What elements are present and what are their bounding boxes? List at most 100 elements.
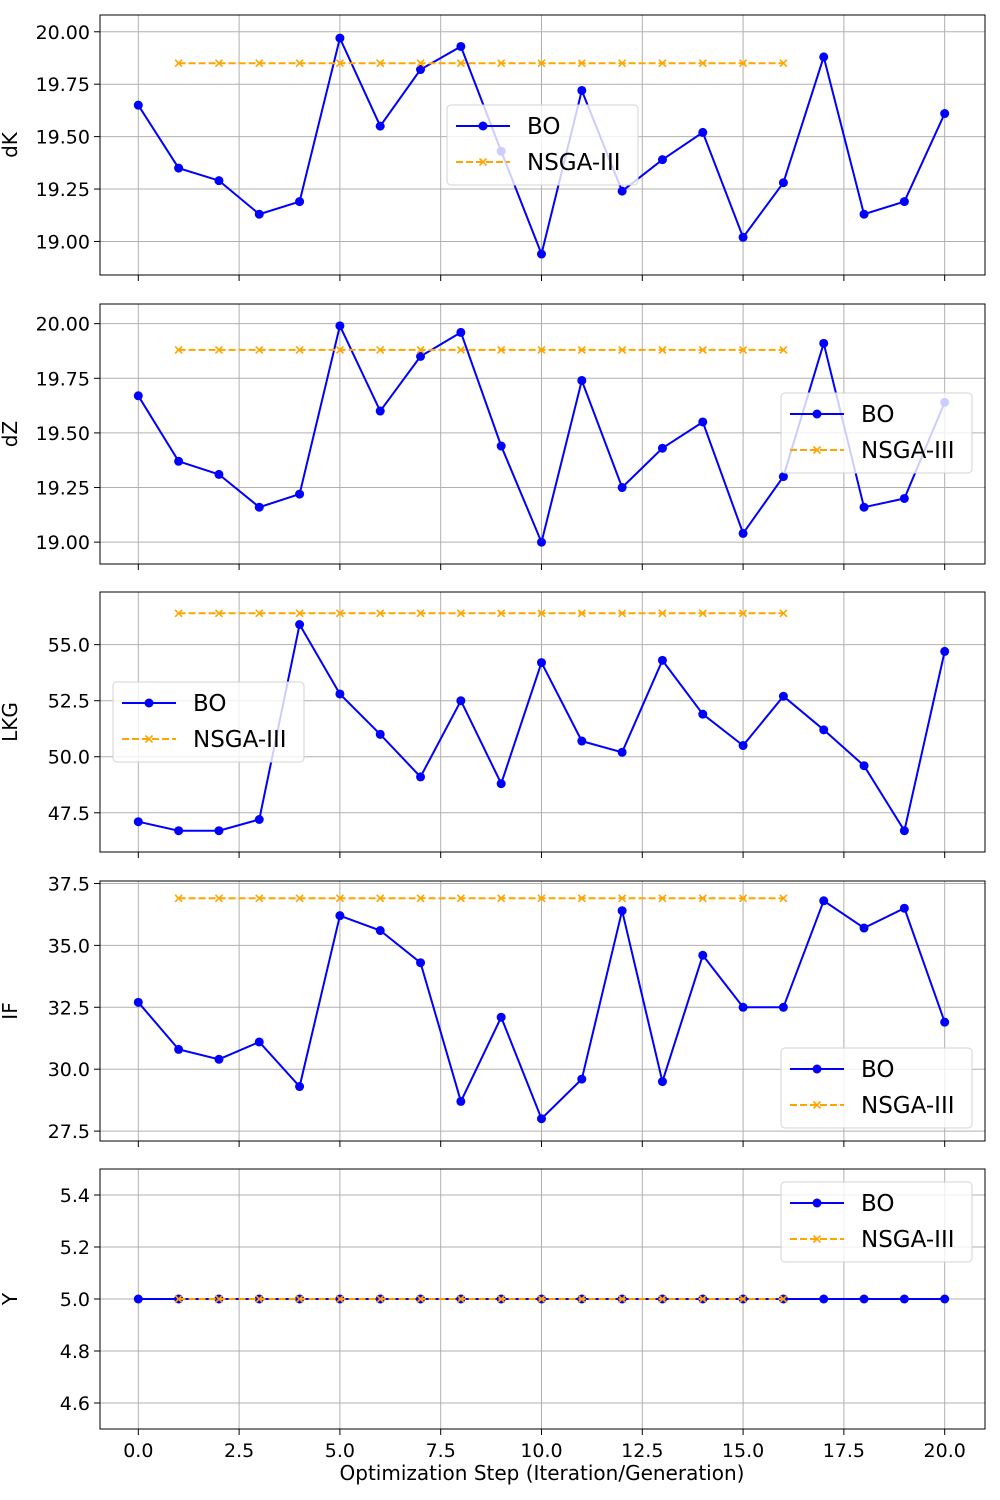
panel-if: 27.5 30.0 32.5 35.0 37.5 IF BO NSGA-III xyxy=(0,873,986,1147)
data-point xyxy=(738,1002,748,1012)
data-point xyxy=(698,127,708,137)
legend: BO NSGA-III xyxy=(446,104,639,186)
x-tick-label: 15.0 xyxy=(722,1440,764,1462)
panel-lkg: 47.5 50.0 52.5 55.0 LKG BO NSGA-III xyxy=(0,591,986,858)
data-point xyxy=(214,176,224,186)
data-point xyxy=(778,691,788,701)
data-point xyxy=(497,894,506,903)
data-point xyxy=(537,1294,546,1304)
legend-label: BO xyxy=(861,1191,894,1217)
y-tick-label: 5.0 xyxy=(60,1289,90,1311)
data-point xyxy=(416,345,425,354)
data-point xyxy=(698,609,707,618)
legend-label: NSGA-III xyxy=(861,438,955,464)
x-tick-label: 20.0 xyxy=(924,1440,966,1462)
data-point xyxy=(335,59,344,68)
data-point xyxy=(577,736,587,746)
legend: BO NSGA-III xyxy=(112,681,305,763)
data-point xyxy=(738,528,748,538)
legend-label: BO xyxy=(861,402,894,428)
data-point xyxy=(899,903,909,913)
y-tick-label: 55.0 xyxy=(48,635,90,657)
data-point xyxy=(698,59,707,68)
y-tick-label: 19.25 xyxy=(36,179,90,201)
data-point xyxy=(416,65,426,75)
y-tick-label: 50.0 xyxy=(48,747,90,769)
data-point xyxy=(778,178,788,188)
legend-marker xyxy=(812,409,822,419)
data-point xyxy=(295,1082,305,1092)
data-point xyxy=(174,1044,184,1054)
x-tick-label: 0.0 xyxy=(123,1440,153,1462)
data-point xyxy=(577,1074,587,1084)
data-point xyxy=(375,406,385,416)
data-point xyxy=(335,33,345,43)
data-point xyxy=(537,59,546,68)
data-point xyxy=(335,894,344,903)
data-point xyxy=(214,1054,224,1064)
data-point xyxy=(617,906,627,916)
y-tick-label: 27.5 xyxy=(48,1121,90,1143)
y-axis-title: Y xyxy=(0,1292,22,1306)
data-point xyxy=(174,894,183,903)
y-tick-label: 5.4 xyxy=(60,1185,90,1207)
y-axis-title: dK xyxy=(0,131,22,158)
data-point xyxy=(778,472,788,482)
data-point xyxy=(859,502,869,512)
y-tick-label: 35.0 xyxy=(48,935,90,957)
data-point xyxy=(940,109,950,119)
data-point xyxy=(779,59,788,68)
legend-label: NSGA-III xyxy=(527,150,621,176)
data-point xyxy=(416,894,425,903)
panel-y: 4.6 4.8 5.0 5.2 5.4 0.0 2.5 5.0 7.5 10.0 12.5 15.0 1… xyxy=(0,1168,986,1462)
data-point xyxy=(456,59,465,68)
legend-label: NSGA-III xyxy=(193,727,287,753)
data-point xyxy=(940,1017,950,1027)
data-point xyxy=(295,59,304,68)
data-point xyxy=(577,375,587,385)
y-tick-label: 19.50 xyxy=(36,127,90,149)
data-point xyxy=(214,59,224,68)
data-point xyxy=(376,59,385,68)
y-tick-label: 19.75 xyxy=(36,368,90,390)
y-tick-label: 20.00 xyxy=(36,314,90,336)
y-tick-label: 52.5 xyxy=(48,691,90,713)
data-point xyxy=(335,911,345,921)
data-point xyxy=(698,709,708,719)
series-nsga-iii xyxy=(174,1294,788,1304)
y-tick-label: 19.00 xyxy=(36,231,90,253)
data-point xyxy=(618,894,627,903)
data-point xyxy=(295,609,304,618)
data-point xyxy=(376,609,385,618)
data-point xyxy=(335,321,345,331)
series-nsga-iii xyxy=(174,894,788,903)
data-point xyxy=(335,345,344,354)
data-point xyxy=(899,493,909,503)
data-point xyxy=(214,826,224,836)
legend-label: BO xyxy=(861,1057,894,1083)
panel-dk: 19.00 19.25 19.50 19.75 20.00 dK BO NSGA-III xyxy=(0,14,986,281)
legend-label: BO xyxy=(527,114,560,140)
data-point xyxy=(214,609,224,618)
y-tick-label: 20.00 xyxy=(36,22,90,44)
data-point xyxy=(295,197,305,207)
y-axis-title: LKG xyxy=(0,702,22,742)
data-point xyxy=(255,894,264,903)
data-point xyxy=(778,1002,788,1012)
y-tick-label: 5.2 xyxy=(60,1237,90,1259)
data-point xyxy=(255,345,264,354)
data-point xyxy=(497,59,506,68)
data-point xyxy=(698,894,707,903)
y-tick-label: 19.00 xyxy=(36,532,90,554)
data-point xyxy=(739,59,748,68)
data-point xyxy=(739,894,748,903)
data-point xyxy=(819,896,829,906)
data-point xyxy=(335,689,345,699)
data-point xyxy=(618,1294,627,1304)
data-point xyxy=(133,100,143,110)
data-point xyxy=(859,1294,869,1304)
data-point xyxy=(174,345,183,354)
panel-dz: 19.00 19.25 19.50 19.75 20.00 dZ BO NSGA-III xyxy=(0,303,986,570)
legend-marker xyxy=(478,157,488,167)
data-point xyxy=(375,729,385,739)
